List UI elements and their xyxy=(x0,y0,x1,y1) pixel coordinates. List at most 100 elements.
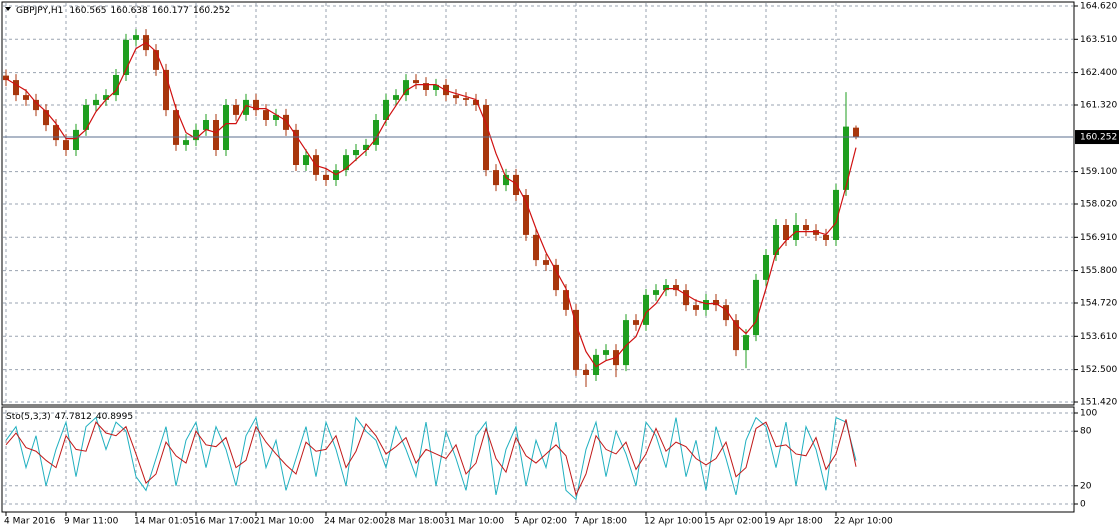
candle-body xyxy=(83,105,89,130)
candle-body xyxy=(543,260,549,265)
stochastic-header: Sto(5,3,3) 47.7812 40.8995 xyxy=(6,412,133,422)
candle-body xyxy=(173,110,179,145)
candle-body xyxy=(13,80,19,96)
candle-body xyxy=(623,320,629,366)
candle-body xyxy=(253,99,259,111)
candle-body xyxy=(583,369,589,375)
candle-body xyxy=(503,174,509,186)
candle-body xyxy=(523,195,529,235)
x-tick-label: 24 Mar 02:00 xyxy=(324,517,384,527)
candle-body xyxy=(373,120,379,145)
x-tick-label: 9 Mar 11:00 xyxy=(64,517,119,527)
candle-body xyxy=(693,305,699,310)
candle-body xyxy=(43,110,49,126)
candle-body xyxy=(843,126,849,190)
x-tick-label: 14 Mar 01:05 xyxy=(134,517,194,527)
y-tick-label: 163.510 xyxy=(1080,35,1117,45)
y-tick-label: 156.910 xyxy=(1080,233,1117,243)
moving-average xyxy=(5,41,857,368)
menu-arrow[interactable] xyxy=(5,7,11,11)
candle-body xyxy=(323,174,329,180)
candle-body xyxy=(203,120,209,130)
candle-body xyxy=(273,114,279,120)
candle-body xyxy=(283,114,289,130)
candle-body xyxy=(383,99,389,120)
stochastic-line xyxy=(5,419,857,497)
y-tick-label: 153.610 xyxy=(1080,332,1117,342)
candle-body xyxy=(763,255,769,280)
y-tick-label: 154.720 xyxy=(1080,299,1117,309)
candle-body xyxy=(643,294,649,325)
candle-body xyxy=(673,285,679,291)
candle-body xyxy=(793,225,799,240)
candle-body xyxy=(153,50,159,70)
x-tick-label: 15 Apr 02:00 xyxy=(704,517,763,527)
candle-body xyxy=(593,354,599,375)
candle-body xyxy=(343,155,349,171)
y-tick-label: 158.020 xyxy=(1080,200,1117,210)
price-header: GBPJPY,H1 160.565 160.638 160.177 160.252 xyxy=(16,6,230,16)
y-tick-label: 80 xyxy=(1080,427,1092,437)
candle-body xyxy=(93,99,99,105)
candle-body xyxy=(213,120,219,150)
candle-body xyxy=(73,129,79,150)
open: 160.565 xyxy=(69,6,106,16)
candle-body xyxy=(483,105,489,171)
candle-body xyxy=(163,69,169,111)
candle-body xyxy=(33,99,39,111)
high: 160.638 xyxy=(111,6,148,16)
x-tick-label: 5 Apr 02:00 xyxy=(514,517,567,527)
candle-body xyxy=(753,279,759,336)
y-tick-label: 100 xyxy=(1080,409,1097,419)
stochastic-panel xyxy=(1,406,1075,513)
candle-body xyxy=(123,39,129,75)
candle-body xyxy=(723,305,729,321)
candle-body xyxy=(393,95,399,100)
candle-body xyxy=(423,83,429,90)
symbol: GBPJPY,H1 xyxy=(16,6,63,16)
current-price-box xyxy=(1075,130,1119,145)
candle-body xyxy=(233,105,239,115)
candle-body xyxy=(803,225,809,231)
current-price-label: 160.252 xyxy=(1080,133,1117,143)
candle-body xyxy=(63,140,69,150)
candle-body xyxy=(573,309,579,370)
candle-body xyxy=(193,129,199,141)
y-tick-label: 164.620 xyxy=(1080,2,1117,12)
candle-body xyxy=(493,170,499,186)
candle-body xyxy=(653,290,659,295)
candle-body xyxy=(783,225,789,240)
candle-body xyxy=(293,129,299,165)
candle-body xyxy=(603,350,609,355)
y-tick-label: 20 xyxy=(1080,481,1092,491)
x-tick-label: 12 Apr 10:00 xyxy=(644,517,703,527)
candle-body xyxy=(853,127,859,138)
candle-body xyxy=(463,98,469,100)
candle-body xyxy=(703,300,709,310)
y-tick-label: 159.100 xyxy=(1080,167,1117,177)
candle-body xyxy=(263,110,269,120)
candle-body xyxy=(813,230,819,235)
candle-body xyxy=(663,285,669,291)
candle-body xyxy=(183,140,189,145)
candle-body xyxy=(743,335,749,351)
y-tick-label: 161.320 xyxy=(1080,101,1117,111)
candle-body xyxy=(773,225,779,255)
candle-body xyxy=(363,144,369,150)
x-tick-label: 31 Mar 10:00 xyxy=(444,517,504,527)
candle-body xyxy=(133,35,139,40)
candle-body xyxy=(633,320,639,325)
y-tick-label: 151.420 xyxy=(1080,398,1117,408)
candle-body xyxy=(3,75,9,81)
y-tick-label: 155.800 xyxy=(1080,266,1117,276)
candle-body xyxy=(683,290,689,306)
candle-body xyxy=(823,234,829,240)
indicator: Sto(5,3,3) xyxy=(6,412,51,422)
candle-body xyxy=(563,290,569,310)
candle-body xyxy=(433,84,439,90)
candle-body xyxy=(833,189,839,240)
candle-body xyxy=(513,174,519,195)
candle-body xyxy=(23,95,29,100)
candle-body xyxy=(243,99,249,115)
